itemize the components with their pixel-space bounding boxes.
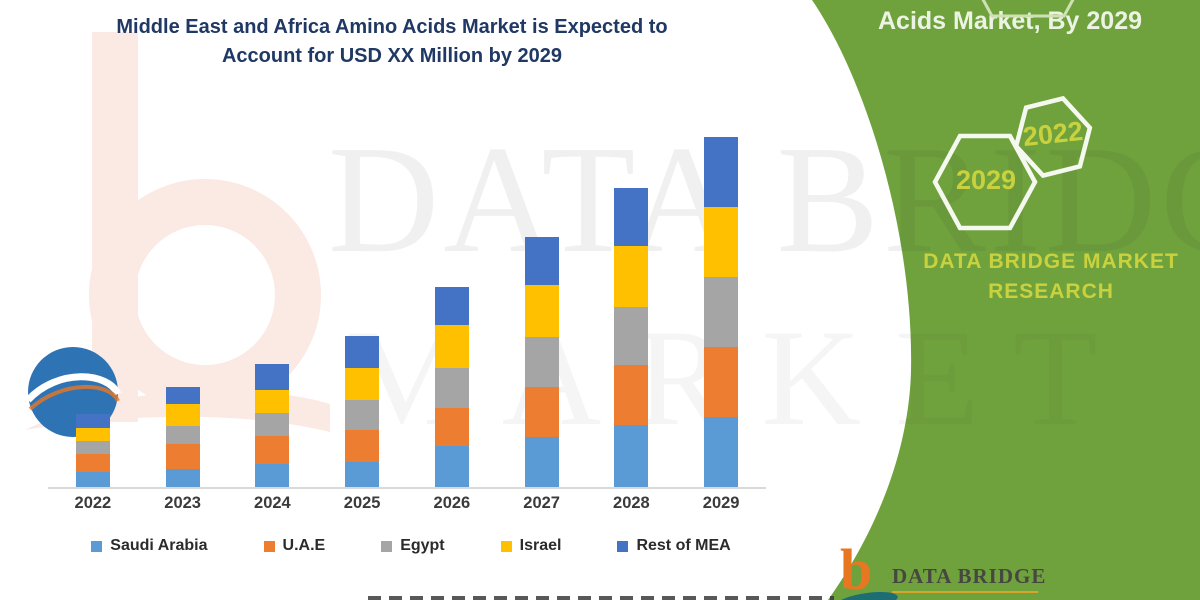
x-axis-labels: 2022 2023 2024 2025 2026 2027 2028 2029: [48, 494, 766, 516]
bar-segment-rest-of-mea-2024: [255, 364, 290, 390]
x-axis-label-2027: 2027: [523, 494, 560, 512]
bar-segment-saudi-arabia-2023: [165, 469, 200, 487]
legend-item-saudi-arabia: Saudi Arabia: [91, 537, 208, 555]
footer-logo-b-icon: b: [840, 537, 873, 600]
bar-segment-u-a-e-2027: [524, 387, 559, 437]
watermark-globe-swoosh-white: [25, 373, 122, 403]
footer-logo-underline: [892, 591, 1038, 593]
bar-segment-egypt-2027: [524, 337, 559, 387]
bar-segment-israel-2022: [75, 428, 110, 441]
bar-segment-israel-2026: [434, 325, 469, 368]
x-axis-label-2026: 2026: [433, 494, 471, 512]
x-axis-label-2025: 2025: [343, 494, 381, 512]
bar-segment-saudi-arabia-2024: [255, 464, 290, 487]
bar-segment-rest-of-mea-2026: [434, 287, 469, 325]
bar-segment-egypt-2025: [345, 400, 380, 430]
bar-segment-rest-of-mea-2029: [704, 137, 739, 207]
x-axis-label-2028: 2028: [613, 494, 650, 512]
bar-segment-rest-of-mea-2022: [75, 414, 110, 428]
footer-logo-text: DATA BRIDGE: [892, 564, 1047, 588]
bar-segment-saudi-arabia-2029: [704, 417, 739, 487]
bar-segment-saudi-arabia-2028: [614, 425, 649, 487]
bar-segment-u-a-e-2024: [255, 436, 290, 464]
legend-item-israel: Israel: [500, 537, 562, 555]
watermark-text-line2: MARKET RESEARCH: [345, 298, 1200, 457]
bar-segment-u-a-e-2029: [704, 347, 739, 417]
x-axis-label-2022: 2022: [74, 494, 112, 512]
x-axis-label-2029: 2029: [702, 494, 740, 512]
green-panel-shape: [812, 0, 1200, 600]
chart-title-line2: Account for USD XX Million by 2029: [221, 45, 563, 67]
hexagon-2022-icon: [1013, 95, 1093, 179]
legend-swatch-icon: [381, 540, 393, 552]
chart-title: Middle East and Africa Amino Acids Marke…: [72, 13, 712, 71]
legend-label: Rest of MEA: [636, 537, 731, 554]
hexagon-2029-icon: [932, 133, 1038, 231]
legend-label: U.A.E: [282, 537, 326, 554]
bar-segment-israel-2027: [524, 285, 559, 337]
bar-segment-egypt-2028: [614, 307, 649, 365]
bar-segment-israel-2028: [614, 246, 649, 307]
legend-swatch-icon: [91, 540, 103, 552]
bar-segment-israel-2029: [704, 207, 739, 277]
panel-heading: Acids Market, By 2029: [877, 7, 1143, 35]
bar-segment-u-a-e-2028: [614, 365, 649, 425]
bar-segment-egypt-2026: [434, 368, 469, 408]
bar-segment-rest-of-mea-2027: [524, 237, 559, 285]
bar-segment-israel-2024: [255, 390, 290, 413]
legend-label: Israel: [519, 537, 562, 554]
x-axis-label-2024: 2024: [254, 494, 291, 512]
bar-segment-saudi-arabia-2027: [524, 437, 559, 487]
bar-segment-egypt-2022: [75, 441, 110, 454]
legend-label: Egypt: [400, 537, 445, 554]
bar-segment-egypt-2024: [255, 413, 290, 436]
bar-segment-egypt-2029: [704, 277, 739, 347]
panel-brand-name: DATA BRIDGE MARKET RESEARCH: [920, 247, 1182, 307]
bar-segment-israel-2025: [345, 368, 380, 400]
bar-segment-u-a-e-2022: [75, 454, 110, 472]
bar-segment-israel-2023: [165, 404, 200, 426]
bar-segment-saudi-arabia-2026: [434, 446, 469, 487]
panel-brand-line1: DATA BRIDGE MARKET: [923, 250, 1179, 273]
bar-segment-egypt-2023: [165, 426, 200, 444]
legend-label: Saudi Arabia: [110, 537, 208, 554]
partial-hexagon-top-icon: [981, 0, 1075, 18]
chart-title-line1: Middle East and Africa Amino Acids Marke…: [116, 16, 668, 38]
legend-item-rest-of-mea: Rest of MEA: [617, 537, 731, 555]
watermark-text-line1: DATA BRIDGE: [328, 115, 1200, 285]
chart-legend: Saudi Arabia U.A.E Egypt Israel Rest of MEA: [58, 537, 764, 555]
bar-segment-u-a-e-2023: [165, 444, 200, 469]
x-axis-label-2023: 2023: [164, 494, 201, 512]
watermark-b-bowl: [89, 179, 321, 411]
bar-segment-saudi-arabia-2025: [345, 462, 380, 487]
cropped-text-strip: [368, 596, 834, 600]
panel-heading-line1-cropped: Middle East and Africa Amino: [830, 0, 1190, 4]
bar-plot: [48, 130, 766, 489]
legend-swatch-icon: [500, 540, 512, 552]
bar-segment-saudi-arabia-2022: [75, 472, 110, 487]
bar-segment-u-a-e-2026: [434, 408, 469, 446]
hexagon-label-2029: 2029: [955, 165, 1017, 195]
legend-swatch-icon: [263, 540, 275, 552]
bar-segment-rest-of-mea-2023: [165, 387, 200, 404]
legend-item-u-a-e: U.A.E: [263, 537, 326, 555]
legend-swatch-icon: [617, 540, 629, 552]
bar-segment-u-a-e-2025: [345, 430, 380, 462]
watermark-globe-swoosh-orange: [28, 384, 120, 411]
panel-brand-line2: RESEARCH: [988, 280, 1114, 303]
bar-segment-rest-of-mea-2025: [345, 336, 380, 368]
bar-segment-rest-of-mea-2028: [614, 188, 649, 246]
legend-item-egypt: Egypt: [381, 537, 445, 555]
